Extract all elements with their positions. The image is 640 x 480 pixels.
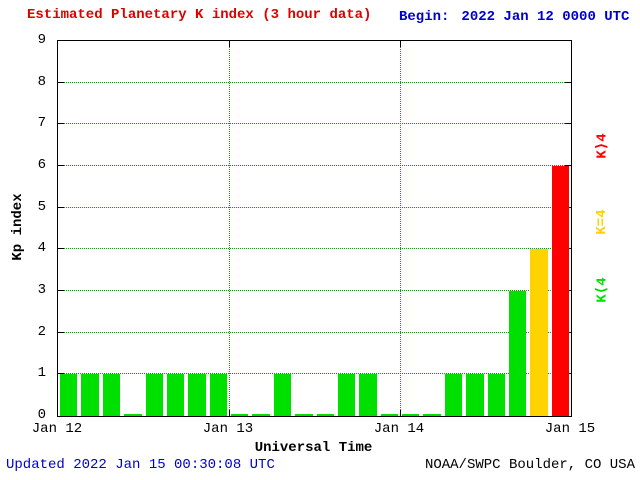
x-tick-mark-top <box>400 41 401 47</box>
kp-bar <box>209 374 227 416</box>
y-tick-label: 0 <box>37 407 46 423</box>
x-tick-mark-bottom <box>400 410 401 416</box>
y-tick-mark-left <box>58 123 64 125</box>
y-tick-mark-right <box>565 81 571 83</box>
begin-value: 2022 Jan 12 0000 UTC <box>461 9 630 25</box>
kp-bar <box>295 414 313 416</box>
page-title: Estimated Planetary K index (3 hour data… <box>27 7 372 23</box>
x-tick-mark-top <box>229 41 230 47</box>
kp-bar <box>508 291 527 416</box>
kp-bar <box>551 166 569 416</box>
begin-label: Begin: <box>399 9 450 25</box>
y-tick-mark-left <box>58 290 64 291</box>
kp-bar <box>487 374 505 416</box>
y-tick-label: 6 <box>37 157 46 173</box>
x-tick-label: Jan 15 <box>544 421 596 437</box>
kp-bar <box>380 414 398 416</box>
updated-timestamp: Updated 2022 Jan 15 00:30:08 UTC <box>6 457 275 473</box>
kp-bar <box>444 374 463 416</box>
y-tick-label: 1 <box>37 365 46 382</box>
gridline-horizontal <box>58 290 571 291</box>
kp-bar <box>188 374 206 416</box>
y-tick-label: 3 <box>37 282 46 298</box>
legend-high: K⟩4 <box>594 133 611 159</box>
kp-bar <box>273 374 292 416</box>
gridline-horizontal <box>58 123 571 125</box>
y-tick-mark-left <box>58 373 64 375</box>
x-axis-title: Universal Time <box>254 440 373 456</box>
kp-bar <box>466 374 484 416</box>
y-tick-mark-left <box>58 248 64 250</box>
gridline-horizontal <box>58 165 571 166</box>
kp-bar <box>530 249 548 416</box>
x-tick-mark-bottom <box>229 410 230 416</box>
kp-bar <box>60 374 78 416</box>
x-tick-label: Jan 12 <box>31 421 83 437</box>
kp-bar <box>316 414 334 416</box>
kp-bar <box>423 414 441 416</box>
gridline-horizontal <box>58 373 571 375</box>
x-tick-label: Jan 13 <box>202 421 254 437</box>
y-tick-label: 5 <box>37 198 46 215</box>
kp-bar <box>145 374 163 416</box>
y-tick-mark-right <box>565 165 571 166</box>
gridline-horizontal <box>58 331 571 333</box>
source-attribution: NOAA/SWPC Boulder, CO USA <box>424 457 635 473</box>
y-tick-label: 9 <box>37 32 46 48</box>
gridline-horizontal <box>58 81 571 83</box>
kp-bar <box>81 374 99 416</box>
kp-bar <box>359 374 377 416</box>
kp-bar <box>166 374 185 416</box>
kp-bar <box>124 414 142 416</box>
kp-bar <box>337 374 356 416</box>
y-tick-label: 4 <box>37 240 46 257</box>
y-tick-label: 8 <box>37 73 46 90</box>
legend-low: K⟨4 <box>594 277 611 303</box>
y-tick-mark-left <box>58 331 64 333</box>
begin-timestamp: Begin: 2022 Jan 12 0000 UTC <box>399 9 629 25</box>
y-tick-mark-left <box>58 81 64 83</box>
kp-bar <box>252 414 270 416</box>
gridline-vertical <box>400 41 401 416</box>
kp-bar <box>102 374 121 416</box>
y-tick-mark-left <box>58 206 64 208</box>
legend-mid: K=4 <box>594 209 610 235</box>
x-tick-label: Jan 14 <box>373 421 425 437</box>
plot-area <box>57 40 572 417</box>
kp-bar <box>231 414 249 416</box>
y-tick-label: 7 <box>37 115 46 132</box>
gridline-horizontal <box>58 248 571 250</box>
y-tick-mark-left <box>58 165 64 166</box>
kp-bar <box>402 414 420 416</box>
gridline-horizontal <box>58 206 571 208</box>
gridline-vertical <box>229 41 230 416</box>
y-tick-label: 2 <box>37 323 46 340</box>
y-tick-mark-right <box>565 123 571 125</box>
